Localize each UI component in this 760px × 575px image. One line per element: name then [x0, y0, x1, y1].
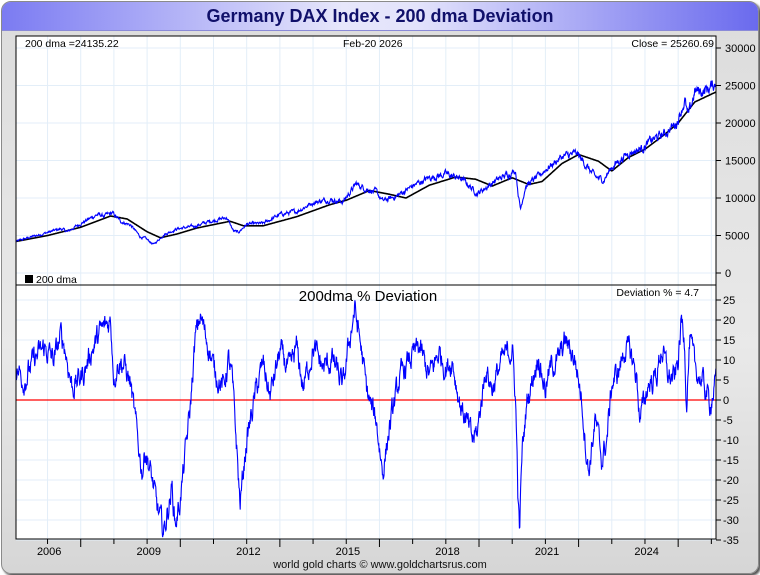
x-axis: 2006 2009 2012 2015 2018 2021 2024 — [37, 539, 712, 558]
close-readout: Close = 25260.69 — [631, 38, 714, 50]
footer-credit: world gold charts © www.goldchartsrus.co… — [273, 559, 487, 571]
date-readout: Feb-20 2026 — [343, 38, 403, 50]
price-series-group — [15, 80, 717, 246]
dma-readout: 200 dma =24135.22 — [25, 38, 119, 50]
deviation-series-group — [15, 300, 717, 538]
deviation-panel-title: 200dma % Deviation — [299, 288, 437, 305]
legend-label-200dma: 200 dma — [36, 274, 77, 286]
legend-swatch-200dma — [25, 275, 33, 283]
deviation-plot-border — [15, 284, 717, 540]
x-tick-label: 2006 — [37, 546, 61, 558]
x-tick-label: 2009 — [137, 546, 161, 558]
price-ytick-label: 5000 — [725, 231, 749, 243]
price-panel: 0 5000 10000 15000 20000 25000 30000 200 dma =… — [15, 35, 756, 286]
deviation-ytick-label: -30 — [723, 515, 739, 527]
deviation-y-axis: -35 -30 -25 -20 -15 -10 -5 0 5 10 15 20 25 — [716, 295, 739, 547]
deviation-ytick-label: -5 — [723, 415, 733, 427]
price-ytick-label: 15000 — [725, 156, 756, 168]
chart-title: Germany DAX Index - 200 dma Deviation — [206, 6, 554, 26]
deviation-ytick-label: 20 — [723, 315, 735, 327]
price-ytick-label: 25000 — [725, 81, 756, 93]
deviation-ytick-label: 15 — [723, 335, 735, 347]
deviation-plot-area — [16, 285, 716, 539]
x-tick-label: 2024 — [634, 546, 658, 558]
price-y-axis: 0 5000 10000 15000 20000 25000 30000 — [716, 43, 756, 280]
chart-header: Germany DAX Index - 200 dma Deviation — [2, 2, 758, 31]
price-ytick-label: 10000 — [725, 193, 756, 205]
x-tick-label: 2021 — [535, 546, 559, 558]
series-line-200dma — [15, 91, 717, 243]
deviation-ytick-label: -15 — [723, 455, 739, 467]
deviation-ytick-label: -20 — [723, 475, 739, 487]
deviation-ytick-label: -25 — [723, 495, 739, 507]
deviation-ytick-label: 25 — [723, 295, 735, 307]
price-ytick-label: 30000 — [725, 43, 756, 55]
deviation-readout: Deviation % = 4.7 — [616, 287, 699, 299]
price-gridlines — [16, 36, 716, 285]
series-line-deviation — [15, 300, 717, 538]
x-tick-label: 2012 — [236, 546, 260, 558]
deviation-ytick-label: 0 — [723, 395, 729, 407]
deviation-ytick-label: 5 — [723, 375, 729, 387]
deviation-ytick-label: 10 — [723, 355, 735, 367]
price-ytick-label: 20000 — [725, 118, 756, 130]
deviation-ytick-label: -10 — [723, 435, 739, 447]
series-line-dax-close — [15, 80, 717, 246]
price-ytick-label: 0 — [725, 268, 731, 280]
x-tick-label: 2015 — [336, 546, 360, 558]
x-tick-label: 2018 — [435, 546, 459, 558]
deviation-ytick-label: -35 — [723, 535, 739, 547]
